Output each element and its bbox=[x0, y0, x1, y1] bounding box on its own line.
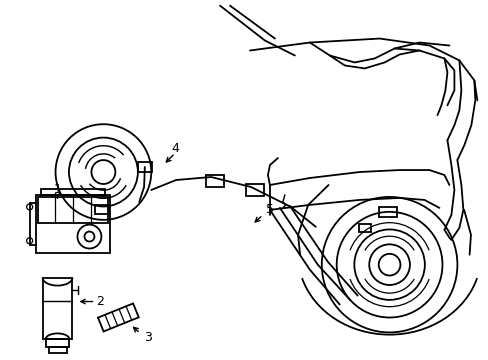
Bar bbox=[245, 184, 264, 196]
Text: 4: 4 bbox=[171, 141, 179, 155]
Bar bbox=[45, 339, 69, 347]
Bar bbox=[358, 224, 370, 232]
Bar bbox=[48, 347, 66, 353]
Bar bbox=[95, 204, 109, 213]
Bar bbox=[36, 195, 110, 253]
Bar bbox=[379, 207, 397, 217]
Bar bbox=[41, 189, 105, 195]
Text: 1: 1 bbox=[54, 184, 61, 197]
Bar bbox=[205, 175, 224, 187]
Bar bbox=[138, 162, 151, 172]
Bar bbox=[42, 278, 72, 339]
Text: 5: 5 bbox=[265, 203, 273, 216]
Bar bbox=[38, 197, 108, 223]
Text: 2: 2 bbox=[96, 295, 104, 308]
Text: 3: 3 bbox=[144, 331, 152, 344]
